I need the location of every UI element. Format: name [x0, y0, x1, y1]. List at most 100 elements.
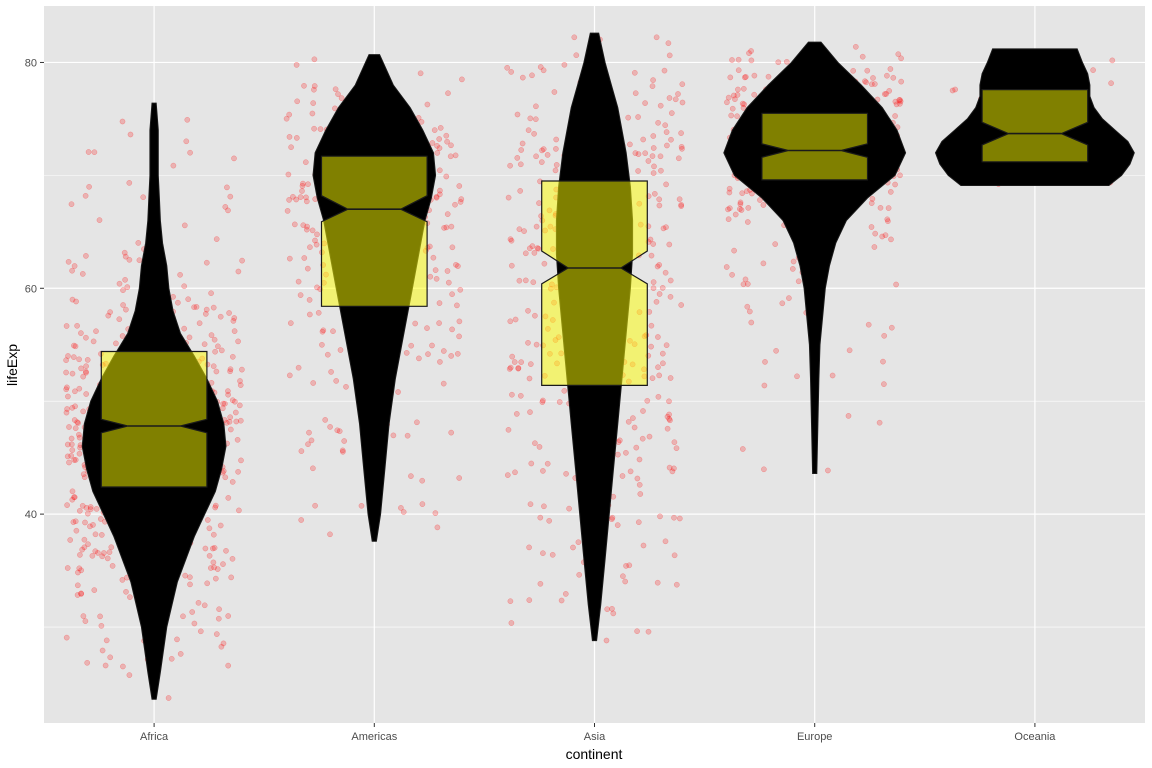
data-point — [458, 196, 465, 202]
data-point — [735, 86, 741, 93]
data-point — [90, 338, 97, 345]
data-point — [306, 429, 312, 436]
data-point — [222, 400, 228, 407]
data-point — [320, 327, 327, 334]
data-point — [744, 219, 751, 225]
data-point — [671, 439, 678, 446]
data-point — [330, 328, 336, 335]
data-point — [206, 552, 213, 559]
data-point — [227, 414, 234, 421]
data-point — [83, 369, 89, 376]
data-point — [191, 304, 197, 311]
data-point — [949, 87, 956, 94]
data-point — [667, 277, 674, 284]
data-point — [727, 74, 734, 81]
data-point — [507, 364, 514, 371]
data-point — [562, 591, 569, 597]
data-point — [294, 98, 301, 105]
data-point — [309, 110, 316, 117]
data-point — [453, 261, 459, 268]
data-point — [335, 91, 341, 97]
data-point — [311, 125, 317, 132]
data-point — [229, 555, 236, 562]
data-point — [620, 573, 626, 580]
data-point — [731, 247, 737, 254]
data-point — [82, 519, 88, 526]
data-point — [898, 55, 904, 62]
data-point — [174, 636, 180, 643]
data-point — [729, 57, 735, 63]
data-point — [99, 553, 106, 560]
data-point — [730, 92, 737, 99]
data-point — [105, 312, 112, 319]
data-point — [645, 628, 652, 635]
data-point — [448, 223, 455, 230]
data-point — [76, 508, 83, 514]
data-point — [449, 291, 455, 298]
data-point — [71, 417, 78, 423]
data-point — [68, 452, 75, 459]
data-point — [887, 189, 894, 195]
data-point — [625, 418, 632, 425]
data-point — [452, 201, 458, 208]
data-point — [217, 313, 224, 320]
data-point — [233, 418, 240, 425]
data-point — [846, 347, 853, 354]
data-point — [78, 365, 84, 372]
data-point — [210, 363, 217, 370]
data-point — [661, 67, 668, 74]
x-tick-label: Oceania — [1014, 731, 1056, 743]
data-point — [671, 552, 678, 559]
data-point — [880, 358, 886, 365]
data-point — [537, 580, 544, 587]
data-point — [870, 75, 876, 81]
data-point — [630, 415, 636, 421]
data-point — [678, 201, 685, 208]
data-point — [70, 519, 77, 525]
data-point — [445, 279, 452, 286]
data-point — [72, 388, 78, 395]
data-point — [575, 539, 582, 546]
data-point — [896, 97, 903, 103]
data-point — [235, 468, 241, 475]
data-point — [654, 579, 661, 586]
data-point — [527, 361, 534, 367]
data-point — [76, 385, 83, 392]
data-point — [64, 565, 71, 571]
data-point — [286, 372, 293, 379]
data-point — [120, 663, 126, 670]
data-point — [168, 655, 175, 662]
data-point — [99, 647, 106, 654]
data-point — [773, 347, 779, 354]
data-point — [84, 510, 91, 517]
data-point — [295, 364, 302, 371]
data-point — [305, 181, 311, 188]
data-point — [231, 315, 238, 321]
data-point — [226, 418, 233, 425]
data-point — [530, 279, 537, 286]
data-point — [735, 56, 742, 63]
data-point — [71, 494, 78, 501]
data-point — [124, 284, 131, 290]
data-point — [232, 398, 238, 405]
data-point — [507, 318, 514, 325]
data-point — [738, 207, 745, 213]
data-point — [182, 572, 189, 579]
data-point — [236, 507, 242, 514]
y-tick-label: 60 — [25, 283, 37, 295]
data-point — [312, 237, 318, 244]
data-point — [663, 224, 669, 231]
data-point — [886, 88, 893, 94]
data-point — [885, 205, 892, 211]
notched-boxes — [100, 89, 1089, 488]
data-point — [748, 57, 755, 64]
data-point — [619, 473, 626, 479]
data-point — [604, 606, 611, 613]
data-point — [732, 211, 739, 218]
data-point — [315, 309, 322, 316]
data-point — [230, 318, 237, 324]
data-point — [293, 62, 300, 68]
data-point — [231, 155, 237, 162]
data-point — [748, 48, 754, 54]
data-point — [664, 425, 671, 432]
